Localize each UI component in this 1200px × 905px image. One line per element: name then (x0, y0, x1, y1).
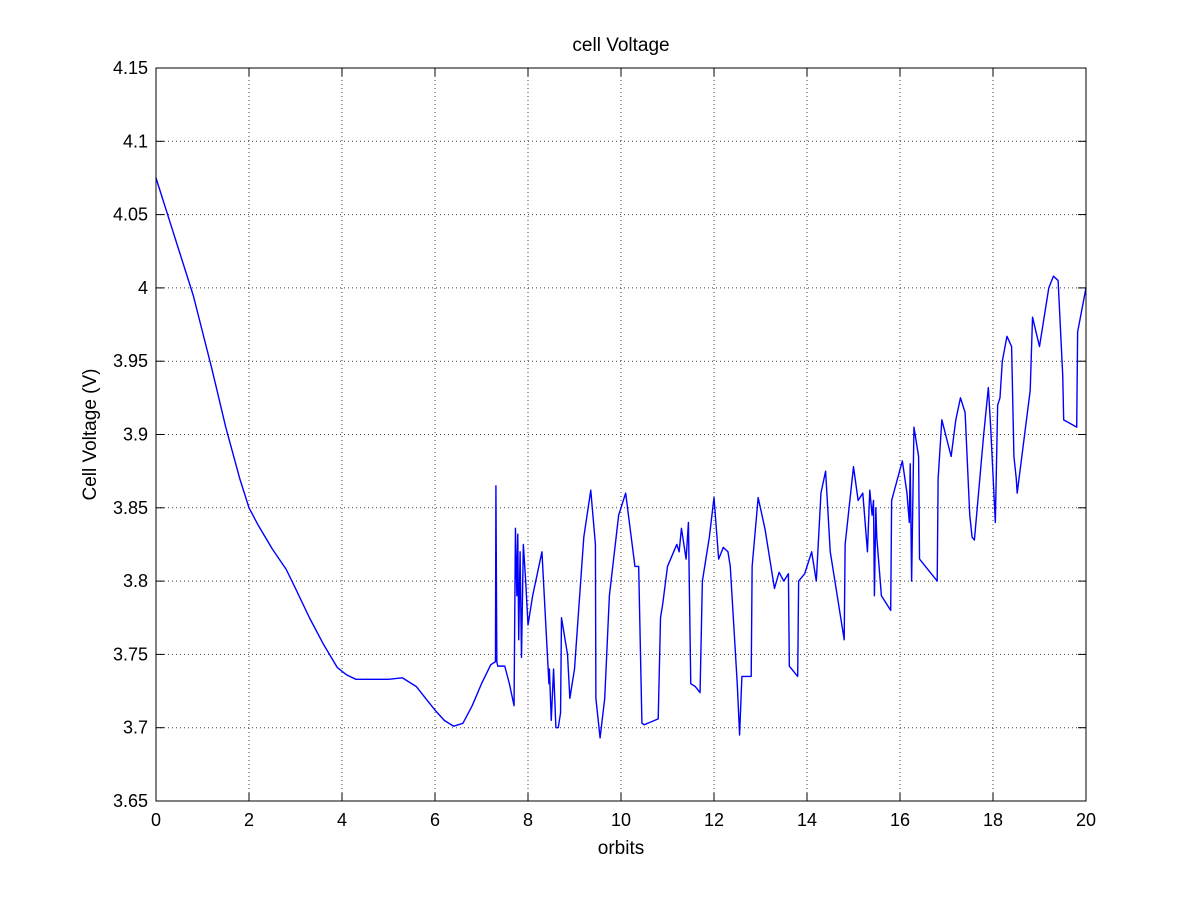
x-tick-label: 10 (611, 810, 631, 830)
x-tick-label: 20 (1076, 810, 1096, 830)
y-tick-label: 3.85 (113, 498, 148, 518)
x-tick-label: 2 (244, 810, 254, 830)
series-line-0 (155, 177, 1087, 739)
y-tick-label: 3.8 (123, 571, 148, 591)
x-tick-label: 14 (797, 810, 817, 830)
x-tick-label: 12 (704, 810, 724, 830)
x-axis-label: orbits (598, 838, 644, 859)
y-tick-label: 3.95 (113, 351, 148, 371)
y-tick-label: 3.7 (123, 718, 148, 738)
x-tick-label: 4 (337, 810, 347, 830)
y-tick-label: 4.05 (113, 205, 148, 225)
chart-title: cell Voltage (572, 35, 669, 56)
y-tick-label: 4.15 (113, 58, 148, 78)
y-tick-label: 4 (138, 278, 148, 298)
y-tick-label: 3.75 (113, 644, 148, 664)
ticks: 0 2 4 6 8 10 12 14 16 18 20 3.65 3.7 3.75 3.8 3.85 3.9 3.… (113, 58, 1096, 830)
x-tick-label: 18 (983, 810, 1003, 830)
x-tick-label: 6 (430, 810, 440, 830)
plot-area (155, 177, 1087, 739)
x-tick-label: 0 (151, 810, 161, 830)
y-tick-label: 4.1 (123, 131, 148, 151)
y-tick-label: 3.65 (113, 791, 148, 811)
y-tick-label: 3.9 (123, 425, 148, 445)
x-tick-label: 8 (523, 810, 533, 830)
x-tick-label: 16 (890, 810, 910, 830)
y-axis-label: Cell Voltage (V) (80, 368, 101, 500)
